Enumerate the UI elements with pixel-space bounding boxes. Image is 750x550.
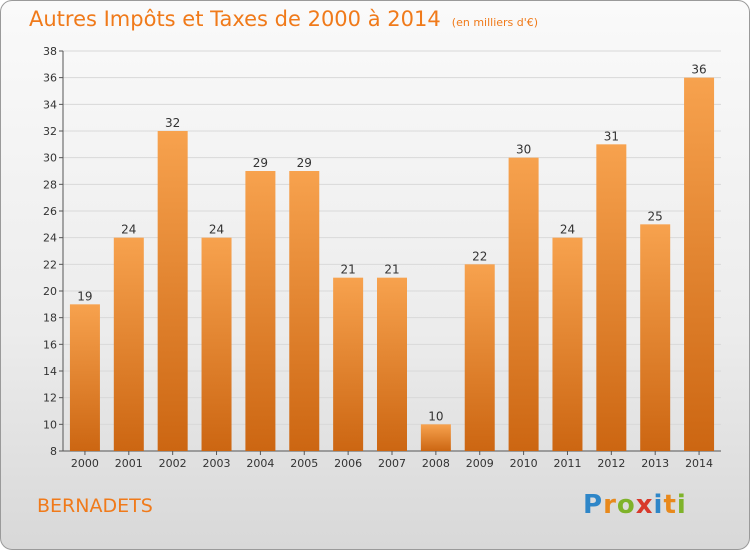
bar-2008	[420, 424, 451, 451]
y-tick-label: 26	[43, 205, 57, 218]
data-label: 10	[428, 409, 443, 423]
y-tick-label: 14	[43, 365, 57, 378]
x-tick-label: 2003	[203, 457, 231, 470]
data-label: 21	[384, 263, 399, 277]
y-tick-label: 8	[50, 445, 57, 458]
bar-2005	[289, 171, 320, 451]
y-tick-label: 20	[43, 285, 57, 298]
y-tick-label: 22	[43, 258, 57, 271]
bar-2003	[201, 237, 232, 451]
chart-title: Autres Impôts et Taxes de 2000 à 2014	[29, 7, 441, 31]
logo-letter: i	[676, 490, 687, 520]
logo-letter: P	[583, 490, 604, 520]
y-tick-label: 32	[43, 125, 57, 138]
y-tick-label: 12	[43, 392, 57, 405]
data-label: 31	[604, 129, 619, 143]
logo-letter: o	[616, 490, 636, 520]
bar-2014	[684, 77, 715, 452]
data-label: 24	[209, 223, 224, 237]
y-tick-label: 28	[43, 178, 57, 191]
data-label: 25	[648, 209, 663, 223]
data-label: 29	[297, 156, 312, 170]
logo-letter: t	[663, 490, 677, 520]
x-tick-label: 2009	[466, 457, 494, 470]
data-label: 29	[253, 156, 268, 170]
bar-2004	[245, 171, 276, 451]
data-label: 32	[165, 116, 180, 130]
logo-letter: r	[603, 490, 617, 520]
bar-2000	[69, 304, 100, 451]
data-labels: 19 24 32 24 29 29 21 21 10 22 30 24 31 25 36	[77, 63, 706, 424]
x-tick-label: 2013	[641, 457, 669, 470]
x-tick-label: 2007	[378, 457, 406, 470]
title-row: Autres Impôts et Taxes de 2000 à 2014 (e…	[29, 7, 538, 31]
y-tick-label: 34	[43, 98, 57, 111]
bar-2001	[113, 237, 144, 451]
data-label: 30	[516, 143, 531, 157]
y-tick-label: 18	[43, 312, 57, 325]
data-label: 19	[77, 289, 92, 303]
x-tick-label: 2000	[71, 457, 99, 470]
bar-2012	[596, 144, 627, 452]
y-tick-label: 30	[43, 152, 57, 165]
bar-2006	[333, 277, 364, 451]
bar-2007	[377, 277, 407, 451]
x-tick-label: 2012	[597, 457, 625, 470]
data-label: 24	[560, 223, 575, 237]
chart-subtitle: (en milliers d'€)	[451, 16, 539, 29]
data-label: 24	[121, 223, 136, 237]
x-tick-label: 2001	[115, 457, 143, 470]
x-tick-label: 2014	[685, 457, 713, 470]
logo-letter: i	[653, 490, 664, 520]
bar-2011	[552, 237, 583, 451]
logo-letter: x	[635, 490, 654, 520]
x-tick-label: 2004	[246, 457, 274, 470]
data-label: 36	[691, 63, 706, 77]
x-tick-label: 2011	[553, 457, 581, 470]
bars	[69, 77, 715, 452]
x-tick-label: 2005	[290, 457, 318, 470]
y-tick-label: 10	[43, 418, 57, 431]
y-tick-label: 38	[43, 45, 57, 58]
bar-2002	[157, 131, 188, 451]
commune-name: BERNADETS	[37, 495, 153, 517]
proxiti-logo[interactable]: Proxiti	[583, 490, 687, 520]
x-tick-label: 2006	[334, 457, 362, 470]
y-tick-label: 24	[43, 232, 57, 245]
bar-2010	[508, 157, 539, 451]
x-tick-label: 2002	[159, 457, 187, 470]
x-tick-label: 2010	[510, 457, 538, 470]
tick-labels: 8 10 12 14 16 18 20 22 24 26 28 30 32 34 36 38 2000 2001 2…	[43, 45, 713, 470]
data-label: 22	[472, 249, 487, 263]
x-tick-label: 2008	[422, 457, 450, 470]
y-tick-label: 36	[43, 72, 57, 85]
bar-2009	[464, 264, 495, 451]
y-tick-label: 16	[43, 338, 57, 351]
data-label: 21	[340, 263, 355, 277]
bar-2013	[640, 224, 671, 451]
